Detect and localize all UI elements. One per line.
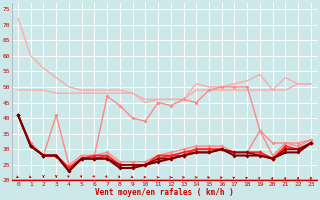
X-axis label: Vent moyen/en rafales ( km/h ): Vent moyen/en rafales ( km/h ) — [95, 188, 234, 197]
